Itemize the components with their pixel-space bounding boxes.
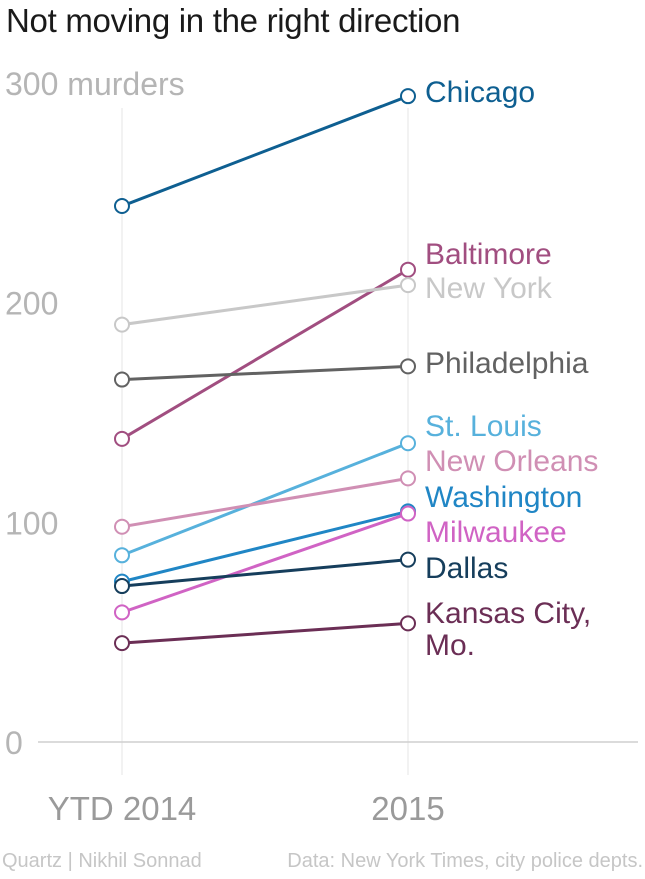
- data-point-2015: [400, 88, 416, 105]
- series-line: [121, 621, 409, 645]
- series-line: [121, 268, 409, 441]
- data-point-2015: [400, 358, 416, 375]
- x-axis-ticks: YTD 2014 2015: [48, 790, 445, 827]
- data-point-2015: [400, 505, 416, 522]
- series-label: Washington: [425, 481, 582, 514]
- x-tick-label-0: YTD 2014: [48, 790, 197, 827]
- data-point-2015: [400, 470, 416, 487]
- series-line: [121, 94, 409, 208]
- series-st-louis: St. Louis: [114, 410, 542, 564]
- x-tick-label-1: 2015: [371, 790, 444, 827]
- series-milwaukee: Milwaukee: [114, 505, 567, 621]
- series-philadelphia: Philadelphia: [114, 347, 589, 388]
- series-label: Kansas City,: [425, 597, 591, 630]
- series-line: [121, 441, 409, 557]
- series-line: [121, 283, 409, 327]
- series-label: Baltimore: [425, 238, 552, 271]
- y-tick-label-0: 0: [5, 725, 23, 761]
- series-baltimore: Baltimore: [114, 238, 552, 447]
- series-line: [121, 364, 409, 382]
- series-label: Milwaukee: [425, 516, 567, 549]
- series-label: New Orleans: [425, 445, 598, 478]
- series-line: [121, 512, 409, 614]
- series-new-york: New York: [114, 272, 553, 333]
- y-tick-label-300: 300 murders: [5, 66, 185, 102]
- data-point-2014: [114, 198, 130, 215]
- series-chicago: Chicago: [114, 76, 535, 215]
- series-label: Mo.: [425, 629, 475, 662]
- series-label: Dallas: [425, 552, 508, 585]
- data-point-2015: [400, 551, 416, 568]
- data-point-2014: [114, 578, 130, 595]
- data-point-2014: [114, 316, 130, 333]
- series-line: [121, 509, 409, 584]
- data-point-2015: [400, 615, 416, 632]
- data-point-2015: [400, 261, 416, 278]
- series-dallas: Dallas: [114, 551, 508, 595]
- series-label: Philadelphia: [425, 347, 589, 380]
- series-label: Chicago: [425, 76, 535, 109]
- series-label: New York: [425, 272, 553, 305]
- data-point-2014: [114, 518, 130, 535]
- chart-title: Not moving in the right direction: [6, 2, 461, 39]
- data-point-2014: [114, 430, 130, 447]
- series-new-orleans: New Orleans: [114, 445, 598, 535]
- data-point-2014: [114, 371, 130, 388]
- y-tick-label-200: 200: [5, 286, 58, 322]
- y-axis-ticks: 0 100 200 300 murders: [5, 66, 185, 761]
- data-point-2014: [114, 635, 130, 652]
- y-tick-label-100: 100: [5, 505, 58, 541]
- series-line: [121, 558, 409, 588]
- series-kansas-city-mo: Kansas City,Mo.: [114, 597, 591, 662]
- series-line: [121, 476, 409, 529]
- data-point-2014: [114, 547, 130, 564]
- series-label: St. Louis: [425, 410, 542, 443]
- data-point-2014: [114, 604, 130, 621]
- data-point-2015: [400, 435, 416, 452]
- footer-source: Data: New York Times, city police depts.: [287, 850, 643, 872]
- footer-credit: Quartz | Nikhil Sonnad: [2, 850, 202, 872]
- data-point-2015: [400, 277, 416, 294]
